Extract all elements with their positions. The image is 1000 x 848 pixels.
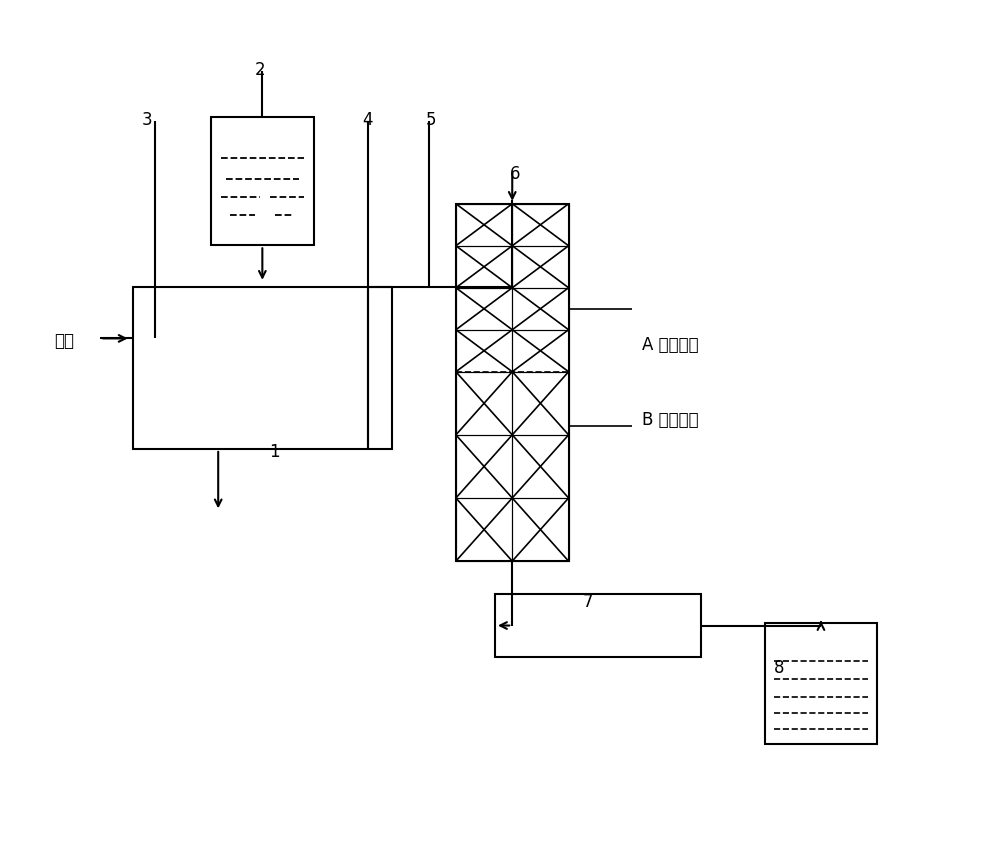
Bar xyxy=(211,116,314,245)
Text: 3: 3 xyxy=(142,111,153,129)
Text: 7: 7 xyxy=(583,593,593,611)
Text: A 型催化剂: A 型催化剂 xyxy=(642,336,699,354)
Text: 6: 6 xyxy=(509,165,520,183)
Bar xyxy=(765,623,877,744)
Text: 4: 4 xyxy=(362,111,373,129)
Text: 氮气: 氮气 xyxy=(54,332,74,350)
Bar xyxy=(495,594,701,656)
Text: 2: 2 xyxy=(255,61,265,79)
Text: 5: 5 xyxy=(426,111,437,129)
Bar xyxy=(132,287,392,449)
Text: 1: 1 xyxy=(269,444,280,461)
Bar xyxy=(456,204,569,561)
Text: B 型催化剂: B 型催化剂 xyxy=(642,410,699,429)
Text: 8: 8 xyxy=(774,660,785,678)
